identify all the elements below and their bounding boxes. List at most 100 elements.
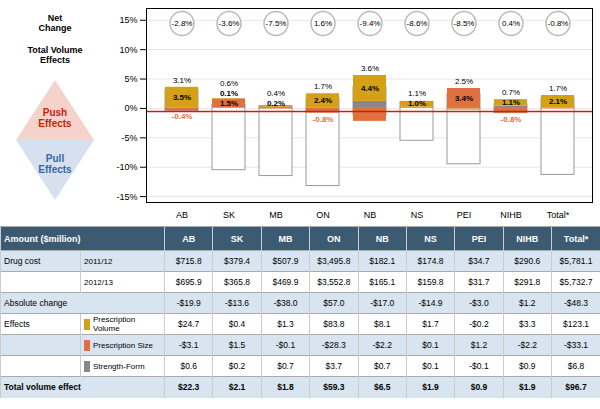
- svg-text:2.1%: 2.1%: [549, 97, 567, 106]
- svg-text:-0.4%: -0.4%: [172, 112, 193, 121]
- html-text:Total*: Total*: [563, 233, 589, 244]
- svg-text:1.5%: 1.5%: [220, 99, 238, 108]
- html-text:$182.1: $182.1: [369, 256, 396, 266]
- html-text:PEI: PEI: [471, 233, 487, 244]
- svg-text:-15%: -15%: [116, 192, 137, 202]
- html-text:$34.7: $34.7: [468, 256, 490, 266]
- html-text:-$19.9: -$19.9: [176, 298, 201, 308]
- html-text:$507.9: $507.9: [272, 256, 299, 266]
- svg-text:-2.8%: -2.8%: [172, 19, 193, 28]
- svg-text:PEI: PEI: [457, 210, 472, 220]
- svg-text:NB: NB: [364, 210, 377, 220]
- html-text:$165.1: $165.1: [369, 277, 396, 287]
- svg-text:0.2%: 0.2%: [267, 99, 285, 108]
- svg-text:-9.4%: -9.4%: [360, 19, 381, 28]
- svg-text:SK: SK: [223, 210, 235, 220]
- html-text:Prescription Volume: Prescription Volume: [93, 315, 136, 333]
- html-text:Absolute change: Absolute change: [4, 298, 68, 308]
- html-text:$159.8: $159.8: [417, 277, 444, 287]
- html-text:Total volume effect: Total volume effect: [4, 382, 81, 393]
- html-text:$174.8: $174.8: [417, 256, 444, 266]
- svg-text:ON: ON: [316, 210, 330, 220]
- html-text:$1.8: $1.8: [277, 382, 294, 393]
- html-text:$290.6: $290.6: [514, 256, 541, 266]
- html-text:AB: AB: [182, 233, 196, 244]
- html-text:-$14.9: -$14.9: [418, 298, 443, 308]
- svg-text:1.7%: 1.7%: [549, 84, 567, 93]
- html-text:$5,732.7: $5,732.7: [559, 277, 593, 287]
- html-text:2011/12: 2011/12: [84, 256, 113, 266]
- html-text:-$38.0: -$38.0: [273, 298, 298, 308]
- svg-text:2.4%: 2.4%: [314, 96, 332, 105]
- svg-text:0.7%: 0.7%: [502, 88, 520, 97]
- html-text:$96.7: $96.7: [565, 382, 587, 393]
- svg-text:AB: AB: [176, 210, 188, 220]
- svg-text:-7.5%: -7.5%: [266, 19, 287, 28]
- html-text:ON: ON: [327, 233, 341, 244]
- html-text:$365.8: $365.8: [224, 277, 251, 287]
- svg-text:PushEffects: PushEffects: [38, 107, 72, 130]
- html-text:-$17.0: -$17.0: [370, 298, 395, 308]
- html-text:$5,781.1: $5,781.1: [559, 256, 593, 266]
- svg-text:-8.5%: -8.5%: [454, 19, 475, 28]
- svg-text:NetChange: NetChange: [38, 13, 71, 33]
- html-text:$469.9: $469.9: [272, 277, 299, 287]
- html-text:$22.3: $22.3: [178, 382, 200, 393]
- html-text:$1.9: $1.9: [422, 382, 439, 393]
- html-text:-$13.6: -$13.6: [225, 298, 250, 308]
- html-text:$291.8: $291.8: [514, 277, 541, 287]
- html-text:$1.9: $1.9: [519, 382, 536, 393]
- html-text:$59.3: $59.3: [323, 382, 345, 393]
- svg-text:Total*: Total*: [547, 210, 570, 220]
- svg-text:1.1%: 1.1%: [408, 89, 426, 98]
- html-text:$379.4: $379.4: [224, 256, 251, 266]
- html-text:NB: NB: [375, 233, 389, 244]
- svg-text:5%: 5%: [124, 74, 137, 84]
- svg-text:3.5%: 3.5%: [173, 93, 191, 102]
- svg-text:1.6%: 1.6%: [314, 19, 332, 28]
- html-text:NIHB: NIHB: [516, 233, 539, 244]
- svg-text:-0.8%: -0.8%: [501, 115, 522, 124]
- html-text:$3,495.8: $3,495.8: [317, 256, 351, 266]
- svg-text:-5%: -5%: [121, 133, 137, 143]
- svg-text:NIHB: NIHB: [500, 210, 522, 220]
- html-text:SK: SK: [230, 233, 244, 244]
- svg-text:-0.8%: -0.8%: [313, 115, 334, 124]
- html-text:$2.1: $2.1: [228, 382, 246, 393]
- html-text:$715.8: $715.8: [175, 256, 202, 266]
- svg-text:4.4%: 4.4%: [361, 84, 379, 93]
- svg-text:15%: 15%: [119, 15, 137, 25]
- html-text:$0.9: $0.9: [470, 382, 488, 393]
- svg-text:2.5%: 2.5%: [455, 77, 473, 86]
- svg-text:-10%: -10%: [116, 162, 137, 172]
- html-text:$6.5: $6.5: [373, 382, 391, 393]
- svg-text:3.6%: 3.6%: [361, 64, 379, 73]
- svg-text:-0.8%: -0.8%: [548, 19, 569, 28]
- svg-text:0.4%: 0.4%: [502, 19, 520, 28]
- svg-text:NS: NS: [411, 210, 424, 220]
- svg-text:MB: MB: [269, 210, 283, 220]
- html-text:2012/13: 2012/13: [84, 277, 113, 287]
- svg-text:10%: 10%: [119, 45, 137, 55]
- svg-text:0%: 0%: [124, 103, 137, 113]
- html-text:NS: NS: [424, 233, 437, 244]
- svg-text:0.4%: 0.4%: [267, 89, 285, 98]
- html-text:$57.0: $57.0: [323, 298, 345, 308]
- html-text:Drug cost: Drug cost: [4, 256, 41, 266]
- html-text:MB: MB: [278, 233, 293, 244]
- svg-text:1.1%: 1.1%: [502, 98, 520, 107]
- svg-text:-8.6%: -8.6%: [407, 19, 428, 28]
- svg-text:-3.6%: -3.6%: [219, 19, 240, 28]
- svg-text:0.1%: 0.1%: [220, 89, 238, 98]
- svg-text:3.1%: 3.1%: [173, 76, 191, 85]
- svg-text:3.4%: 3.4%: [455, 94, 473, 103]
- html-text:$3,552.8: $3,552.8: [317, 277, 351, 287]
- svg-text:0.6%: 0.6%: [220, 79, 238, 88]
- svg-text:PullEffects: PullEffects: [38, 153, 72, 176]
- svg-text:1.0%: 1.0%: [408, 99, 426, 108]
- svg-text:Total VolumeEffects: Total VolumeEffects: [27, 45, 82, 65]
- html-text:$31.7: $31.7: [468, 277, 490, 287]
- svg-text:1.7%: 1.7%: [314, 82, 332, 91]
- html-text:Amount ($million): Amount ($million): [4, 233, 81, 244]
- html-text:$695.9: $695.9: [175, 277, 202, 287]
